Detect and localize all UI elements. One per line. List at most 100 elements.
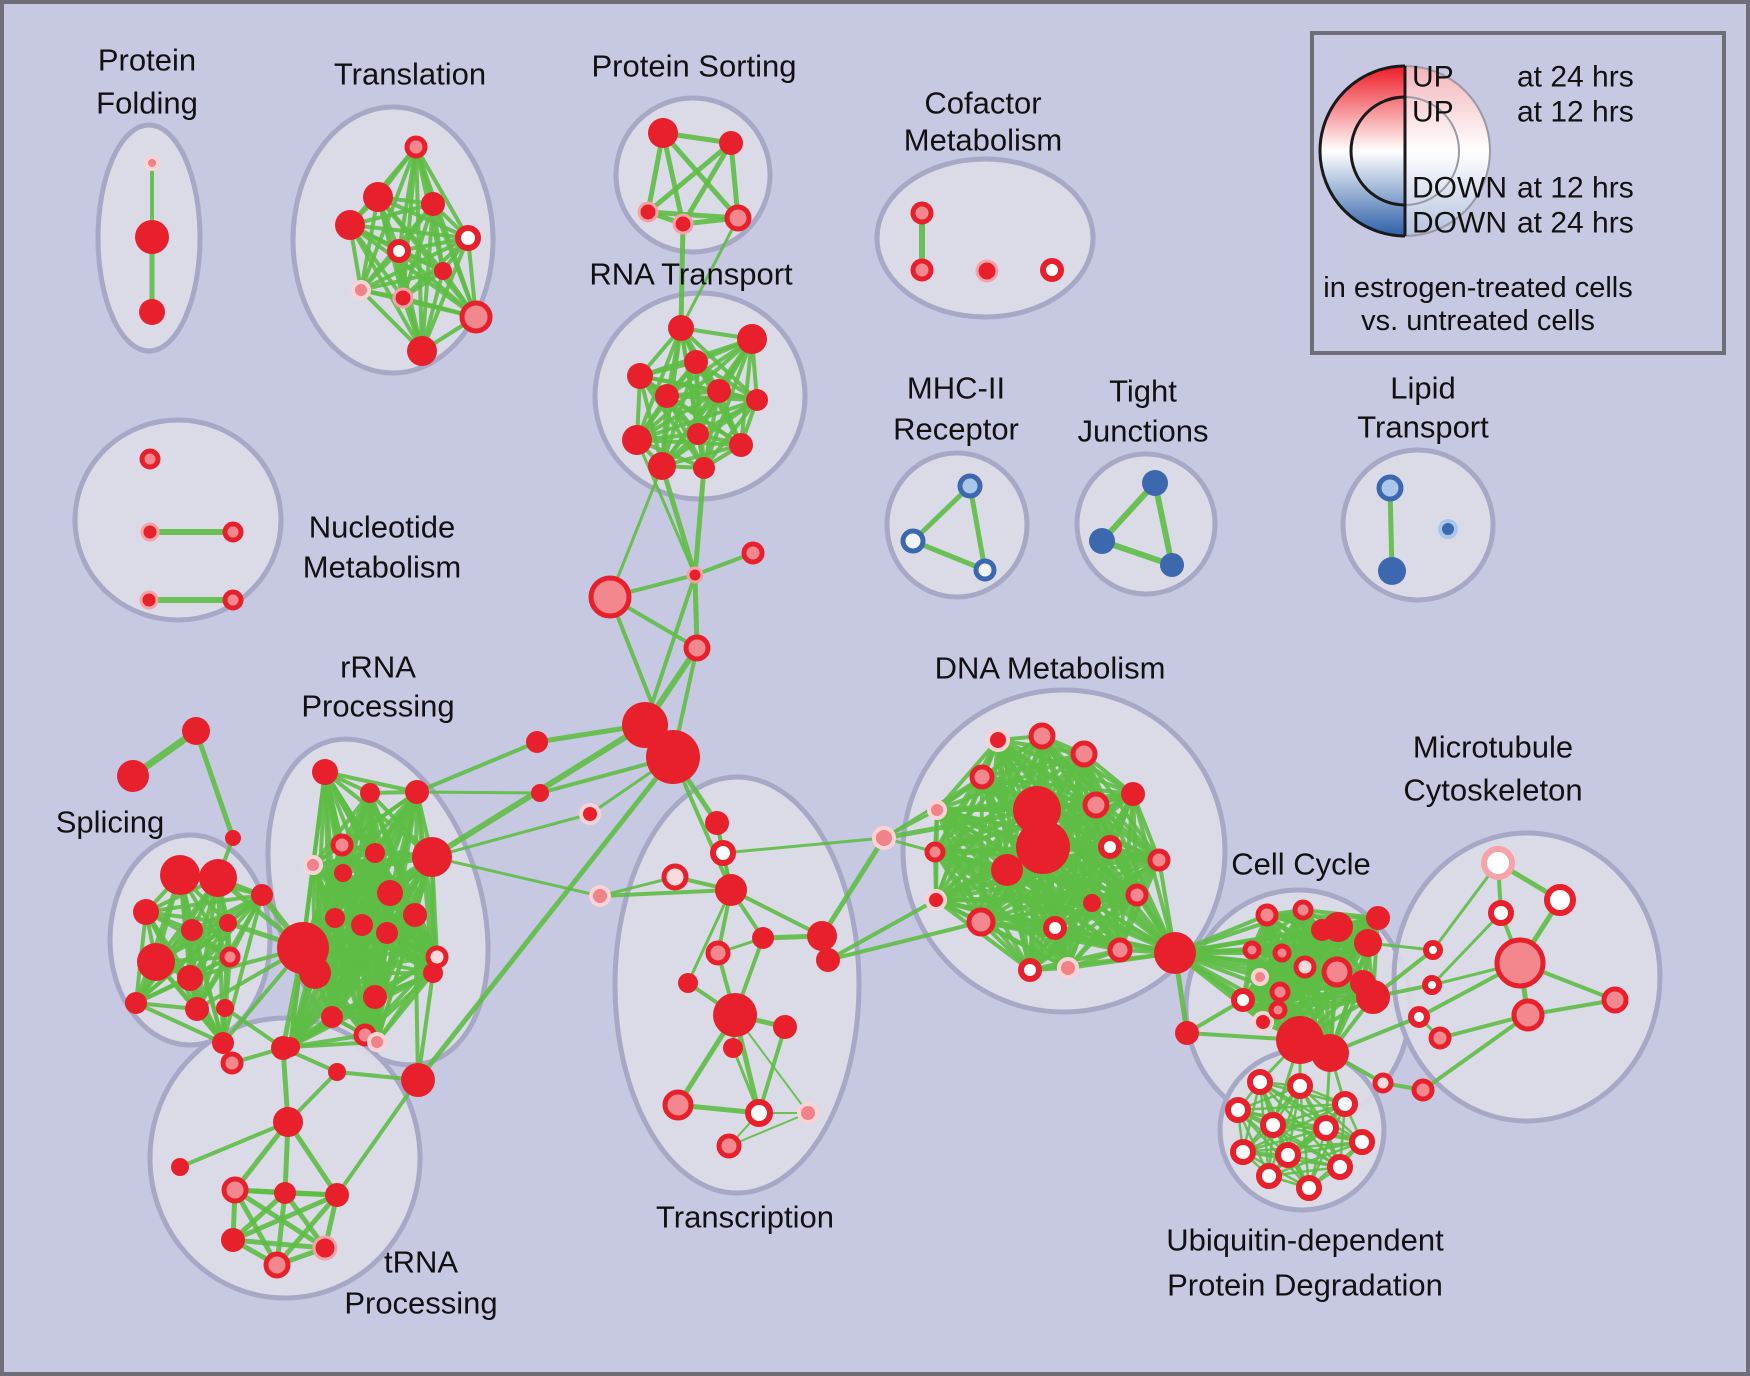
node-rt7 bbox=[746, 389, 768, 411]
node-cx1 bbox=[1423, 940, 1443, 960]
node-rr8 bbox=[377, 880, 403, 906]
cluster-label-tight-junctions-line1: Tight bbox=[1109, 374, 1177, 409]
node-dm11 bbox=[1098, 835, 1122, 859]
node-tl9 bbox=[392, 287, 414, 309]
node-t2 bbox=[686, 566, 704, 584]
node-dm3 bbox=[1070, 740, 1098, 768]
cluster-label-rrna-processing-line1: rRNA bbox=[340, 650, 416, 685]
legend-row-up24-time: at 24 hrs bbox=[1517, 61, 1634, 94]
node-ub3 bbox=[1332, 1091, 1358, 1117]
node-cf3 bbox=[975, 259, 999, 283]
node-rr5 bbox=[303, 855, 323, 875]
node-cf1 bbox=[910, 201, 934, 225]
node-sp2 bbox=[199, 859, 237, 897]
node-cc6 bbox=[1366, 906, 1390, 930]
node-rt1 bbox=[668, 315, 694, 341]
node-tri3 bbox=[225, 830, 241, 846]
node-rr2 bbox=[360, 783, 380, 803]
node-tn1 bbox=[216, 999, 234, 1017]
node-dm7 bbox=[1016, 820, 1070, 874]
legend-caption-line2: vs. untreated cells bbox=[1361, 305, 1595, 337]
legend-circle-right-half bbox=[1405, 66, 1490, 236]
legend-caption-line1: in estrogen-treated cells bbox=[1323, 272, 1633, 304]
node-mt3 bbox=[1488, 900, 1514, 926]
node-rt4 bbox=[627, 363, 653, 389]
node-tc13 bbox=[745, 1099, 773, 1127]
node-tc14 bbox=[797, 1102, 819, 1124]
node-tc3 bbox=[661, 863, 689, 891]
node-tl2 bbox=[363, 182, 393, 212]
cluster-label-lipid-transport-line1: Lipid bbox=[1390, 371, 1456, 406]
node-rr17 bbox=[363, 985, 387, 1009]
node-tn6 bbox=[273, 1107, 303, 1137]
node-cc19 bbox=[1311, 1034, 1349, 1072]
node-ps1 bbox=[648, 118, 678, 148]
node-cc14 bbox=[1269, 981, 1291, 1003]
node-cc20 bbox=[1175, 1021, 1199, 1045]
node-mh2 bbox=[900, 528, 926, 554]
node-rr19 bbox=[423, 963, 443, 983]
node-mt2 bbox=[1544, 884, 1576, 916]
node-tl3 bbox=[421, 192, 445, 216]
node-t4 bbox=[683, 634, 711, 662]
node-ub4 bbox=[1225, 1097, 1251, 1123]
node-rr1 bbox=[312, 759, 338, 785]
legend-row-down24-time: at 24 hrs bbox=[1517, 207, 1634, 240]
node-tn13 bbox=[263, 1251, 291, 1279]
node-cc12 bbox=[1356, 980, 1390, 1014]
cluster-ellipse-mhc-ii-receptor bbox=[884, 450, 1030, 600]
node-dm19 bbox=[1018, 958, 1042, 982]
cluster-label-mhc-ii-receptor-line2: Receptor bbox=[893, 412, 1019, 447]
node-tc10 bbox=[773, 1015, 797, 1039]
node-rr9 bbox=[412, 837, 452, 877]
node-tc15 bbox=[716, 1133, 742, 1159]
node-dm23 bbox=[816, 948, 840, 972]
node-tj2 bbox=[1089, 528, 1115, 554]
node-sp9 bbox=[125, 992, 147, 1014]
node-cc7 bbox=[1242, 940, 1262, 960]
node-rt9 bbox=[622, 425, 652, 455]
node-b4 bbox=[589, 885, 611, 907]
node-tn8 bbox=[221, 1176, 249, 1204]
node-dm16 bbox=[1043, 916, 1067, 940]
node-tj3 bbox=[1160, 553, 1184, 577]
legend: UP at 24 hrs UP at 12 hrs DOWN at 12 hrs… bbox=[1310, 31, 1726, 355]
node-dm21 bbox=[1107, 937, 1133, 963]
legend-row-up12-level: UP bbox=[1412, 96, 1454, 129]
node-cc8 bbox=[1272, 943, 1292, 963]
cluster-label-rna-transport-line1: RNA Transport bbox=[589, 257, 793, 292]
node-rr12 bbox=[376, 922, 398, 944]
node-tc4 bbox=[715, 874, 747, 906]
cluster-ellipse-cofactor-metabolism bbox=[874, 156, 1096, 320]
node-sp5 bbox=[219, 914, 237, 932]
cluster-label-trna-processing-line1: tRNA bbox=[384, 1245, 458, 1280]
cluster-label-translation-line1: Translation bbox=[334, 57, 486, 92]
node-dm15 bbox=[966, 907, 996, 937]
node-ub7 bbox=[1349, 1129, 1375, 1155]
node-dm8 bbox=[1082, 791, 1110, 819]
node-cf4 bbox=[1040, 258, 1064, 282]
node-tn2 bbox=[220, 1051, 244, 1075]
node-cc17 bbox=[1268, 1000, 1288, 1020]
node-rt5 bbox=[655, 384, 679, 408]
node-dm9 bbox=[1121, 782, 1145, 806]
legend-inner-ring-left bbox=[1349, 95, 1406, 207]
node-rt8 bbox=[687, 423, 709, 445]
node-cx2 bbox=[1422, 975, 1442, 995]
node-sp8 bbox=[219, 946, 241, 968]
node-dm12 bbox=[1147, 848, 1171, 872]
node-cx5 bbox=[1428, 1026, 1452, 1050]
node-cf2 bbox=[910, 258, 934, 282]
node-rt2 bbox=[737, 324, 767, 354]
node-nm2 bbox=[140, 522, 160, 542]
node-tl10 bbox=[459, 300, 493, 334]
node-rr6 bbox=[334, 864, 352, 882]
node-cx3 bbox=[1408, 1006, 1430, 1028]
node-ub9 bbox=[1256, 1163, 1282, 1189]
node-tc2 bbox=[710, 840, 736, 866]
cluster-label-splicing-line1: Splicing bbox=[56, 805, 165, 840]
node-sp11 bbox=[212, 1032, 234, 1054]
cluster-label-transcription-line1: Transcription bbox=[656, 1200, 834, 1235]
